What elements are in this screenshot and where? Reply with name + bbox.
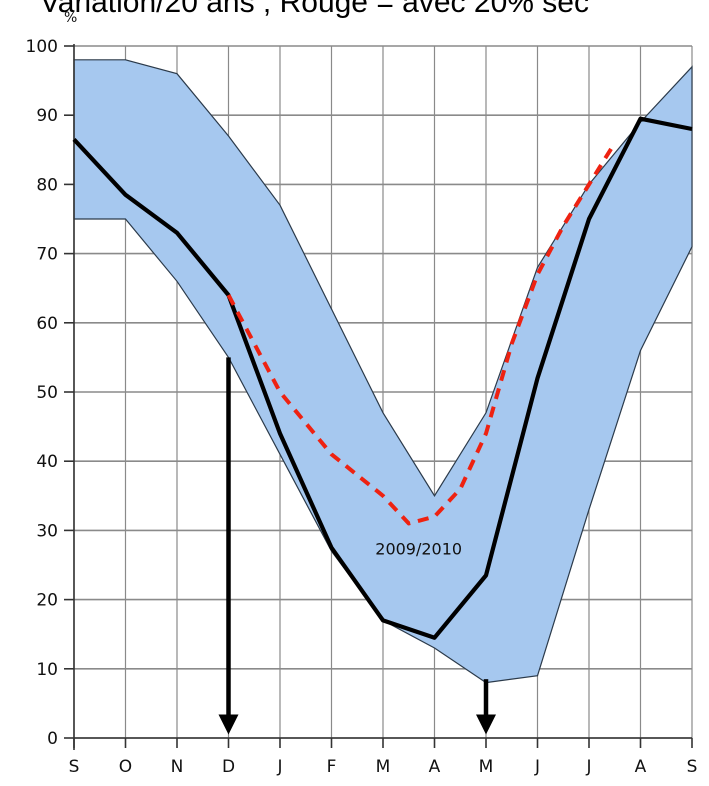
y-tick-label: 80 <box>36 175 58 195</box>
chart-title: Variation/20 ans ; Rouge = avec 20% sec <box>40 0 589 19</box>
y-tick-label: 10 <box>36 660 58 680</box>
x-tick-label: A <box>635 757 647 777</box>
x-tick-label: J <box>585 757 591 777</box>
x-tick-label: J <box>534 757 540 777</box>
arrow-head <box>218 714 239 735</box>
x-tick-label: D <box>222 757 235 777</box>
y-tick-label: 20 <box>36 591 58 611</box>
x-tick-label: S <box>687 757 698 777</box>
y-axis-unit-label: % <box>64 10 77 26</box>
arrow-layer <box>218 357 496 735</box>
dashed-series-line <box>226 141 617 526</box>
series-line <box>72 116 693 640</box>
series-layer: 2009/2010 <box>72 116 693 640</box>
arrow-head <box>476 714 496 735</box>
x-tick-label: M <box>376 757 391 777</box>
y-tick-label: 0 <box>47 729 58 749</box>
y-tick-label: 30 <box>36 521 58 541</box>
x-tick-label: F <box>327 757 337 777</box>
y-axis: 0 10 20 30 40 50 60 70 80 90 100 <box>26 37 75 750</box>
y-tick-label: 60 <box>36 314 58 334</box>
y-tick-label: 100 <box>26 37 58 57</box>
y-tick-label: 70 <box>36 245 58 265</box>
x-tick-label: O <box>119 757 132 777</box>
x-tick-label: M <box>479 757 494 777</box>
y-tick-label: 40 <box>36 452 58 472</box>
y-tick-label: 50 <box>36 383 58 403</box>
x-tick-label: S <box>69 757 80 777</box>
x-tick-label: J <box>276 757 282 777</box>
y-tick-label: 90 <box>36 106 58 126</box>
x-tick-label: A <box>429 757 441 777</box>
range-band <box>73 59 693 684</box>
series-label: 2009/2010 <box>375 540 462 559</box>
x-tick-label: N <box>171 757 184 777</box>
